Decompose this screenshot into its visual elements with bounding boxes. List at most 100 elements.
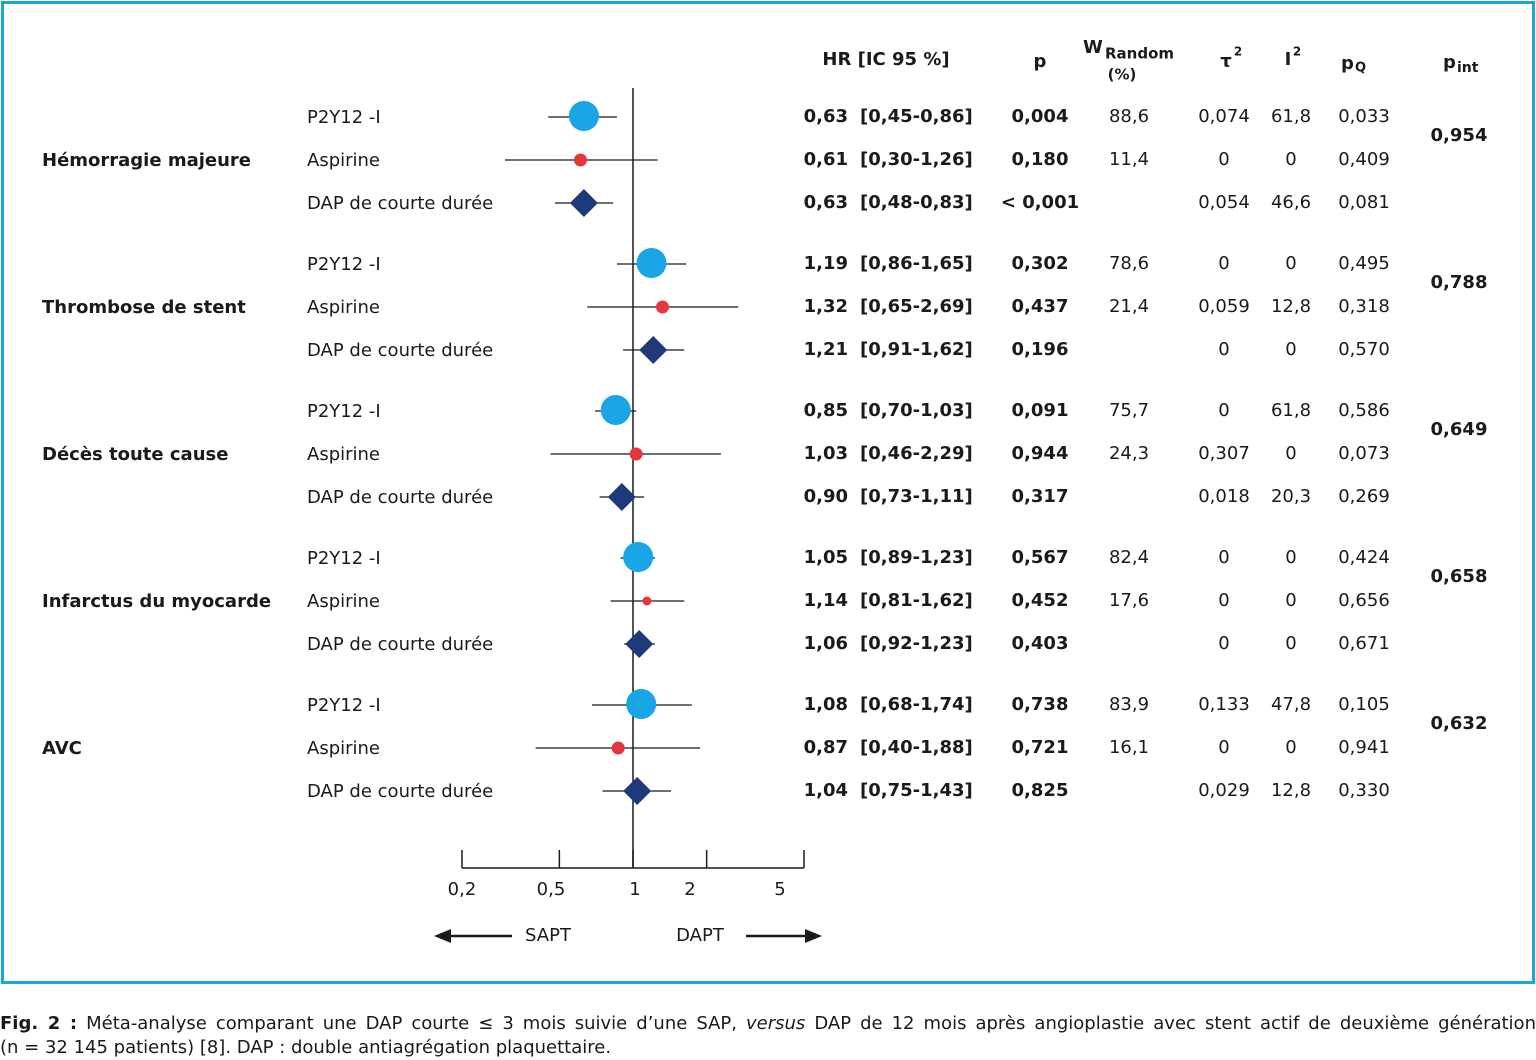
- weight-value: 78,6: [1109, 253, 1149, 274]
- ci-value: [0,48-0,83]: [860, 192, 973, 213]
- aspirine-point: [611, 741, 625, 755]
- tau2-value: 0: [1218, 400, 1229, 421]
- ci-value: [0,45-0,86]: [860, 106, 973, 127]
- p-int-value: 0,954: [1431, 125, 1488, 146]
- pq-value: 0,081: [1338, 192, 1390, 213]
- arrow-right-head: [805, 929, 822, 943]
- tau2-value: 0: [1218, 633, 1229, 654]
- p-int-value: 0,788: [1431, 272, 1488, 293]
- caption-line-1: Fig. 2 : Méta-analyse comparant une DAP …: [0, 1012, 1536, 1036]
- tau2-value: 0: [1218, 547, 1229, 568]
- row-label: Aspirine: [307, 444, 380, 465]
- row-label: DAP de courte durée: [307, 781, 493, 802]
- arrow-left-head: [434, 929, 451, 943]
- hr-value: 1,08: [804, 694, 848, 715]
- p2y12-point: [600, 395, 631, 425]
- caption-text-a: Méta-analyse comparant une DAP courte ≤ …: [77, 1013, 747, 1034]
- caption-prefix: Fig. 2 :: [0, 1013, 78, 1034]
- p-value: 0,721: [1012, 737, 1069, 758]
- pq-value: 0,495: [1338, 253, 1390, 274]
- arrow-right-label: DAPT: [676, 925, 725, 946]
- ci-value: [0,70-1,03]: [860, 400, 973, 421]
- p2y12-point: [623, 542, 654, 572]
- caption-line-2: (n = 32 145 patients) [8]. DAP : double …: [0, 1037, 612, 1058]
- row-label: DAP de courte durée: [307, 340, 493, 361]
- hr-value: 1,06: [804, 633, 848, 654]
- ci-value: [0,46-2,29]: [860, 443, 973, 464]
- header-tau-sup: 2: [1234, 45, 1242, 59]
- hr-value: 0,90: [804, 486, 848, 507]
- p-value: 0,091: [1012, 400, 1069, 421]
- i2-value: 0: [1285, 633, 1296, 654]
- i2-value: 0: [1285, 590, 1296, 611]
- i2-value: 61,8: [1271, 106, 1311, 127]
- group-label: Hémorragie majeure: [42, 150, 251, 171]
- p-value: 0,437: [1012, 296, 1069, 317]
- ci-value: [0,30-1,26]: [860, 149, 973, 170]
- arrow-left-label: SAPT: [525, 925, 572, 946]
- ci-value: [0,91-1,62]: [860, 339, 973, 360]
- caption-text-b: DAP de 12 mois après angioplastie avec s…: [805, 1013, 1536, 1034]
- p-value: 0,944: [1012, 443, 1069, 464]
- hr-value: 0,85: [804, 400, 848, 421]
- tau2-value: 0: [1218, 253, 1229, 274]
- p-value: 0,403: [1012, 633, 1069, 654]
- row-label: DAP de courte durée: [307, 634, 493, 655]
- p-value: 0,738: [1012, 694, 1069, 715]
- aspirine-point: [573, 153, 587, 167]
- tau2-value: 0,029: [1198, 780, 1250, 801]
- row-label: Aspirine: [307, 150, 380, 171]
- aspirine-point: [655, 300, 669, 314]
- weight-value: 16,1: [1109, 737, 1149, 758]
- weight-value: 17,6: [1109, 590, 1149, 611]
- row-label: P2Y12 -I: [307, 107, 381, 128]
- row-label: P2Y12 -I: [307, 695, 381, 716]
- p2y12-point: [626, 689, 657, 719]
- tau2-value: 0: [1218, 590, 1229, 611]
- i2-value: 47,8: [1271, 694, 1311, 715]
- weight-value: 88,6: [1109, 106, 1149, 127]
- hr-value: 1,14: [804, 590, 848, 611]
- p-value: 0,317: [1012, 486, 1069, 507]
- i2-value: 46,6: [1271, 192, 1311, 213]
- i2-value: 0: [1285, 253, 1296, 274]
- i2-value: 0: [1285, 443, 1296, 464]
- i2-value: 0: [1285, 149, 1296, 170]
- hr-value: 0,63: [804, 192, 848, 213]
- pq-value: 0,671: [1338, 633, 1390, 654]
- i2-value: 12,8: [1271, 780, 1311, 801]
- weight-value: 82,4: [1109, 547, 1149, 568]
- p-int-value: 0,632: [1431, 713, 1488, 734]
- ci-value: [0,40-1,88]: [860, 737, 973, 758]
- p2y12-point: [636, 248, 667, 278]
- pq-value: 0,570: [1338, 339, 1390, 360]
- p-value: 0,567: [1012, 547, 1069, 568]
- pq-value: 0,269: [1338, 486, 1390, 507]
- row-label: Aspirine: [307, 738, 380, 759]
- i2-value: 0: [1285, 547, 1296, 568]
- ci-value: [0,65-2,69]: [860, 296, 973, 317]
- dap-diamond: [623, 777, 652, 805]
- tau2-value: 0,054: [1198, 192, 1250, 213]
- header-w-unit: (%): [1108, 66, 1137, 84]
- tau2-value: 0,307: [1198, 443, 1250, 464]
- p-value: 0,302: [1012, 253, 1069, 274]
- x-tick-label: 0,2: [448, 879, 477, 900]
- i2-value: 12,8: [1271, 296, 1311, 317]
- header-w-sub: Random: [1105, 45, 1174, 63]
- x-tick-label: 2: [684, 879, 695, 900]
- tau2-value: 0,074: [1198, 106, 1250, 127]
- tau2-value: 0,059: [1198, 296, 1250, 317]
- pq-value: 0,424: [1338, 547, 1390, 568]
- p2y12-point: [568, 101, 599, 131]
- i2-value: 61,8: [1271, 400, 1311, 421]
- pq-value: 0,105: [1338, 694, 1390, 715]
- header-pint: p: [1443, 52, 1456, 73]
- ci-value: [0,73-1,11]: [860, 486, 973, 507]
- ci-value: [0,86-1,65]: [860, 253, 973, 274]
- row-label: Aspirine: [307, 591, 380, 612]
- tau2-value: 0: [1218, 737, 1229, 758]
- header-w: W: [1083, 37, 1103, 58]
- i2-value: 0: [1285, 339, 1296, 360]
